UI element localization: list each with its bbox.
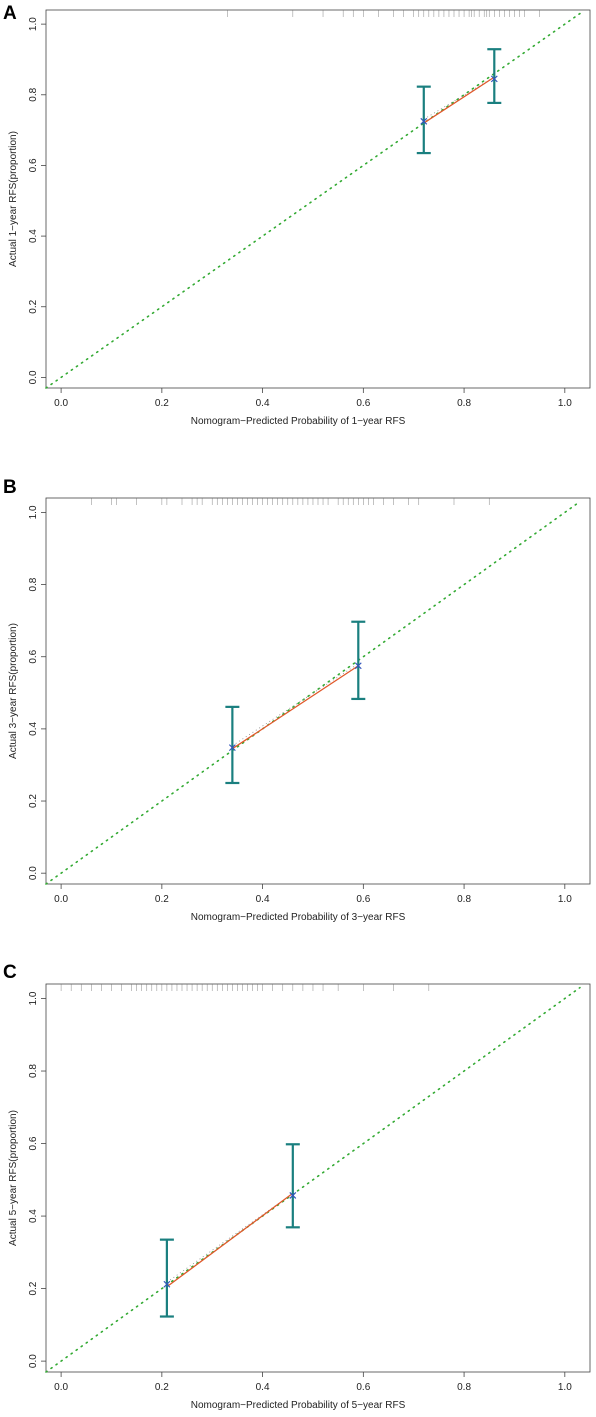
x-tick-label: 0.8 [457, 1382, 471, 1393]
y-tick-label: 0.4 [28, 721, 39, 735]
x-tick-label: 1.0 [558, 1382, 572, 1393]
y-axis-title: Actual 1−year RFS(proportion) [8, 131, 19, 267]
y-tick-label: 1.0 [28, 505, 39, 519]
x-tick-label: 1.0 [558, 398, 572, 409]
x-tick-label: 0.6 [356, 1382, 370, 1393]
calibration-panel-b: B 0.0 0.2 0.4 0.6 0.8 1.0 0.0 0.2 0.4 0.6 0.8 1.0 Nom… [3, 477, 591, 923]
x-axis-title: Nomogram−Predicted Probability of 1−year… [191, 416, 406, 427]
calibration-line [423, 76, 495, 124]
calibration-line [232, 665, 359, 750]
data-point [289, 1191, 297, 1199]
y-tick-label: 1.0 [28, 991, 39, 1005]
y-tick-label: 0.6 [28, 158, 39, 172]
x-tick-label: 0.8 [457, 398, 471, 409]
x-axis-title: Nomogram−Predicted Probability of 3−year… [191, 912, 406, 923]
y-tick-label: 0.8 [28, 577, 39, 591]
y-tick-label: 0.0 [28, 866, 39, 880]
apparent-line [423, 76, 495, 120]
x-tick-label: 0.2 [155, 398, 169, 409]
panel-label: B [3, 477, 17, 498]
x-tick-label: 0.0 [54, 894, 68, 905]
x-tick-label: 0.4 [256, 1382, 270, 1393]
y-tick-label: 0.2 [28, 299, 39, 313]
calibration-panel-c: C 0.0 0.2 0.4 0.6 0.8 1.0 0.0 0.2 0.4 0.6 0.8 1.0 Nom… [3, 962, 591, 1411]
y-tick-label: 0.8 [28, 87, 39, 101]
x-tick-label: 0.4 [256, 894, 270, 905]
x-tick-label: 0.6 [356, 398, 370, 409]
x-tick-label: 0.6 [356, 894, 370, 905]
plot-frame [45, 497, 591, 885]
data-point [228, 744, 236, 752]
y-tick-label: 0.2 [28, 794, 39, 808]
x-tick-label: 1.0 [558, 894, 572, 905]
y-tick-label: 1.0 [28, 17, 39, 31]
data-point [490, 75, 498, 83]
reference-line [45, 986, 581, 1373]
data-point [420, 117, 428, 125]
panel-label: C [3, 962, 17, 983]
x-axis-title: Nomogram−Predicted Probability of 5−year… [191, 1400, 406, 1411]
plot-frame [45, 983, 591, 1373]
apparent-line [232, 663, 359, 746]
data-point [163, 1280, 171, 1288]
y-tick-label: 0.6 [28, 649, 39, 663]
y-tick-label: 0.6 [28, 1136, 39, 1150]
x-tick-label: 0.2 [155, 1382, 169, 1393]
calibration-line [166, 1192, 294, 1288]
plot-frame [45, 9, 591, 389]
x-tick-label: 0.4 [256, 398, 270, 409]
calibration-panel-a: A 0.0 0.2 0.4 0.6 0.8 1.0 0.0 0.2 0.4 0.6 0.8 1.0 Nom… [3, 3, 591, 427]
y-tick-label: 0.8 [28, 1064, 39, 1078]
x-tick-label: 0.0 [54, 398, 68, 409]
y-tick-label: 0.4 [28, 1209, 39, 1223]
y-tick-label: 0.0 [28, 1354, 39, 1368]
panel-label: A [3, 3, 17, 24]
y-tick-label: 0.0 [28, 370, 39, 384]
x-tick-label: 0.0 [54, 1382, 68, 1393]
x-tick-label: 0.2 [155, 894, 169, 905]
y-axis-title: Actual 3−year RFS(proportion) [8, 623, 19, 759]
y-tick-label: 0.2 [28, 1281, 39, 1295]
x-tick-label: 0.8 [457, 894, 471, 905]
y-axis-title: Actual 5−year RFS(proportion) [8, 1110, 19, 1246]
reference-line [45, 12, 581, 389]
y-tick-label: 0.4 [28, 229, 39, 243]
data-point [354, 662, 362, 670]
